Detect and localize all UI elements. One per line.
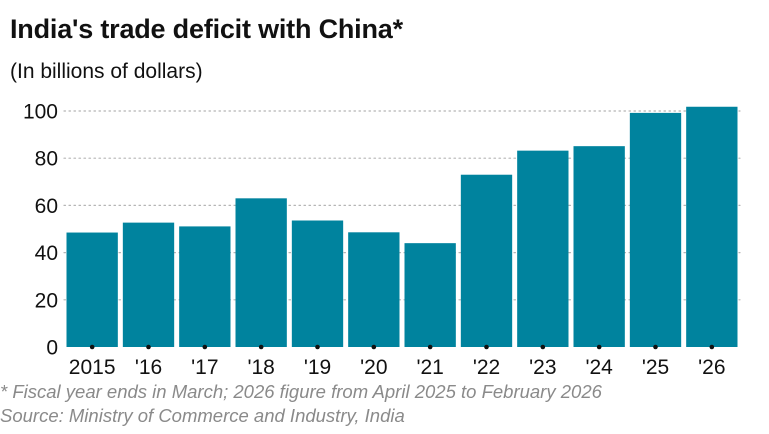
bar-20 — [348, 232, 400, 347]
x-tick-label-26: '26 — [698, 356, 725, 379]
y-tick-label-0: 0 — [46, 337, 58, 360]
bar-19 — [291, 220, 344, 347]
x-tick-dot-2015 — [89, 344, 95, 350]
y-tick-label-100: 100 — [23, 101, 58, 124]
x-tick-label-19: '19 — [304, 356, 331, 379]
x-tick-dot-22 — [484, 344, 489, 350]
x-tick-dot-18 — [258, 344, 264, 350]
y-tick-label-80: 80 — [35, 148, 58, 171]
x-tick-dot-25 — [653, 344, 658, 350]
x-tick-dot-19 — [315, 344, 320, 350]
x-tick-dot-23 — [540, 344, 546, 350]
x-tick-label-20: '20 — [360, 356, 387, 379]
bar-17 — [179, 226, 231, 347]
x-tick-dot-17 — [202, 344, 208, 350]
x-tick-dot-24 — [596, 344, 602, 350]
bar-26 — [686, 106, 738, 347]
bar-2015 — [66, 232, 118, 347]
x-tick-label-22: '22 — [473, 356, 500, 379]
bar-18 — [235, 198, 287, 347]
bar-chart: 0 20 40 60 80 100 2015 '16 '17 '18 '19 '20 '21 '22 '2… — [23, 101, 741, 379]
bar-23 — [517, 150, 569, 347]
bar-25 — [629, 112, 682, 347]
x-tick-label-24: '24 — [585, 356, 613, 379]
y-tick-label-20: 20 — [35, 289, 58, 312]
x-tick-dot-16 — [146, 344, 151, 350]
x-tick-label-2015: 2015 — [69, 356, 116, 379]
x-axis-ticks: 2015 '16 '17 '18 '19 '20 '21 '22 '23 '24 '25 '26 — [69, 356, 726, 379]
x-tick-label-21: '21 — [416, 356, 443, 379]
y-tick-label-60: 60 — [35, 195, 58, 218]
x-tick-label-17: '17 — [191, 356, 218, 379]
x-tick-label-18: '18 — [247, 356, 274, 379]
x-tick-dot-20 — [371, 344, 377, 350]
bar-24 — [573, 146, 625, 347]
footnote: * Fiscal year ends in March; 2026 figure… — [0, 381, 602, 402]
source-note: Source: Ministry of Commerce and Industr… — [0, 405, 405, 426]
chart-title: India's trade deficit with China* — [10, 14, 403, 44]
x-tick-label-25: '25 — [642, 356, 669, 379]
bar-22 — [460, 174, 513, 347]
bar-21 — [404, 243, 456, 347]
y-tick-label-40: 40 — [35, 242, 58, 265]
bar-16 — [122, 222, 175, 347]
bars — [66, 106, 738, 347]
x-tick-label-23: '23 — [529, 356, 556, 379]
x-tick-dot-21 — [427, 344, 433, 350]
x-tick-label-16: '16 — [135, 356, 162, 379]
x-tick-dots — [89, 344, 715, 350]
chart-subtitle: (In billions of dollars) — [10, 60, 203, 83]
x-tick-dot-26 — [709, 344, 715, 350]
y-axis-ticks: 0 20 40 60 80 100 — [23, 101, 58, 360]
